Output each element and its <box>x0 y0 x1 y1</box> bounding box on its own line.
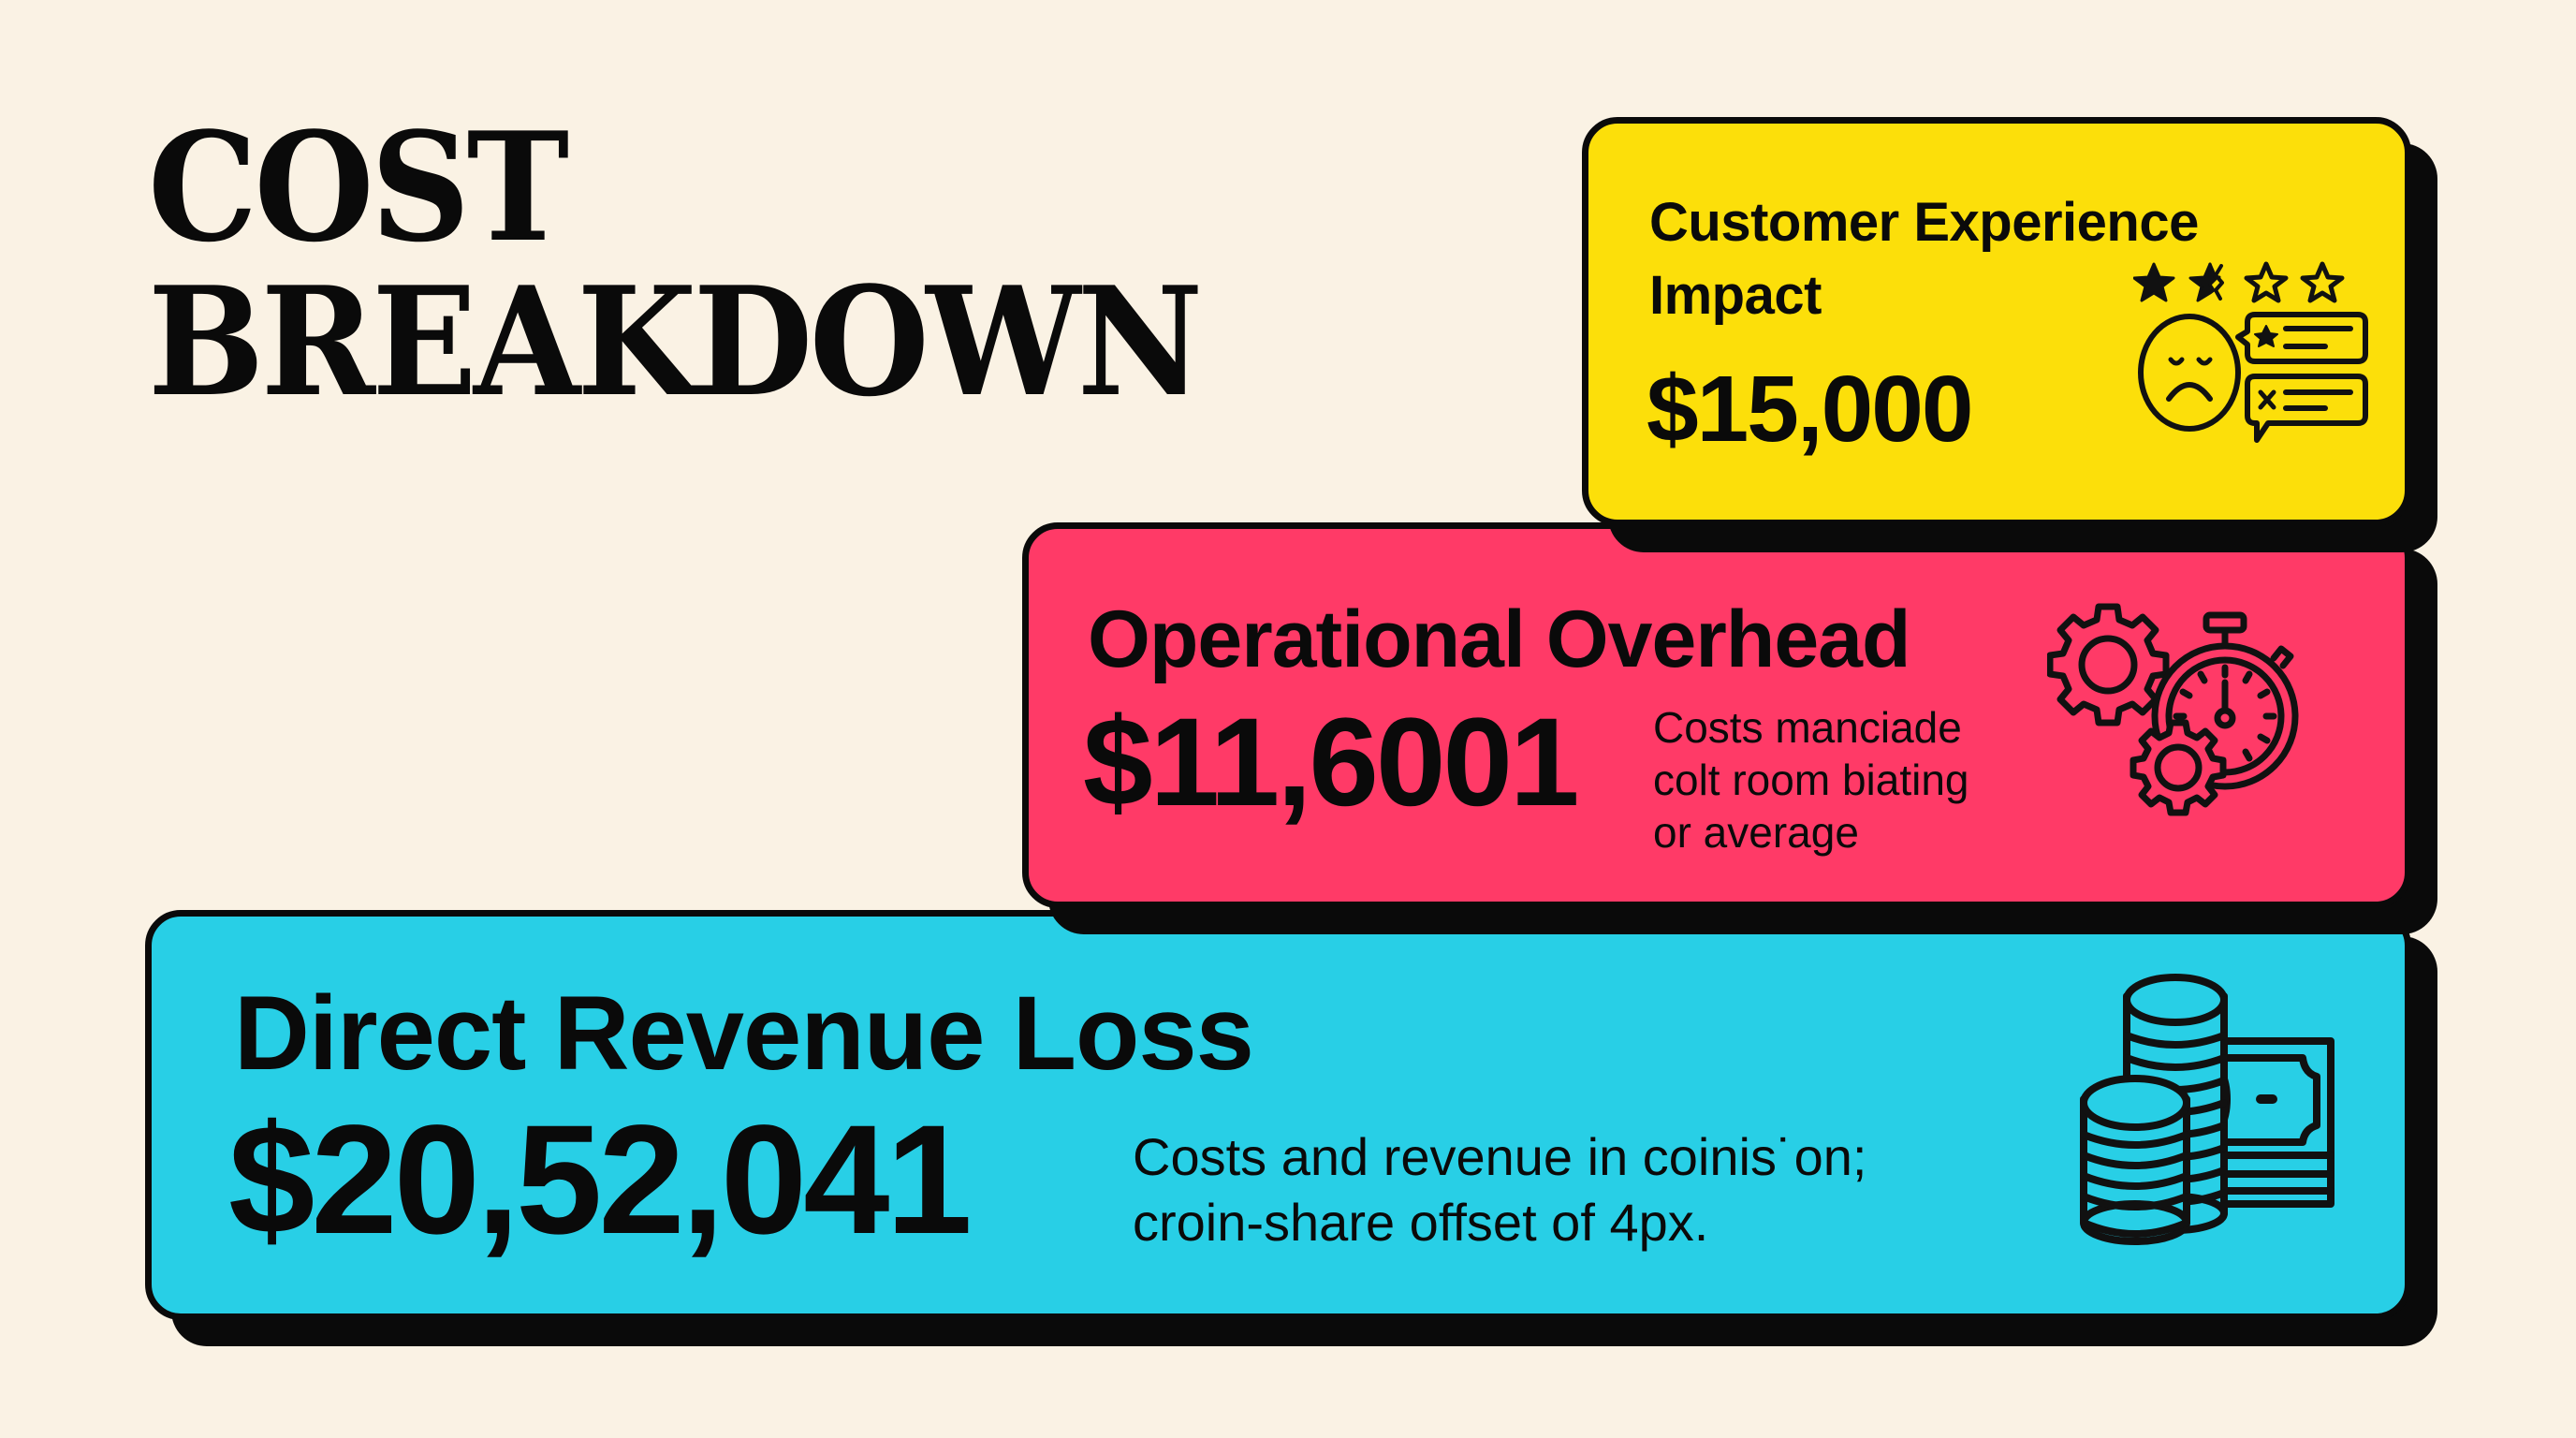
coins-cash-stack-icon <box>2050 968 2349 1249</box>
card-description-line-1: Costs and revenue in coinis˙on; <box>1133 1127 1867 1186</box>
card-direct-revenue-loss: Direct Revenue Loss $20,52,041 Costs and… <box>145 910 2411 1320</box>
card-heading: Customer Experience Impact <box>1649 186 2199 332</box>
card-description: Costs and revenue in coinis˙on; croin-sh… <box>1133 1124 1866 1255</box>
gears-stopwatch-icon <box>2047 599 2319 824</box>
card-description-line-3: or average <box>1653 808 1859 857</box>
title-line-2: BREAKDOWN <box>148 254 1203 430</box>
title-line-1: COST <box>148 99 569 275</box>
card-description-line-2: colt room biating <box>1653 756 1969 804</box>
sad-face-rating-reviews-icon <box>2133 257 2377 444</box>
page-title: COST BREAKDOWN <box>148 99 1203 430</box>
card-heading-line-1: Customer Experience <box>1649 192 2199 253</box>
card-amount: $20,52,041 <box>228 1093 973 1267</box>
card-description-line-2: croin-share offset of 4px. <box>1133 1193 1709 1252</box>
card-operational-overhead: Operational Overhead $11,6001 Costs manc… <box>1022 522 2411 908</box>
card-description-line-1: Costs manciade <box>1653 703 1962 752</box>
card-heading: Direct Revenue Loss <box>234 975 1254 1092</box>
card-amount: $11,6001 <box>1083 693 1580 832</box>
card-customer-experience-impact: Customer Experience Impact $15,000 <box>1582 117 2411 526</box>
card-heading: Operational Overhead <box>1088 594 1911 684</box>
card-amount: $15,000 <box>1647 357 1973 462</box>
card-heading-line-2: Impact <box>1649 265 1822 326</box>
card-description: Costs manciade colt room biating or aver… <box>1653 701 1969 858</box>
